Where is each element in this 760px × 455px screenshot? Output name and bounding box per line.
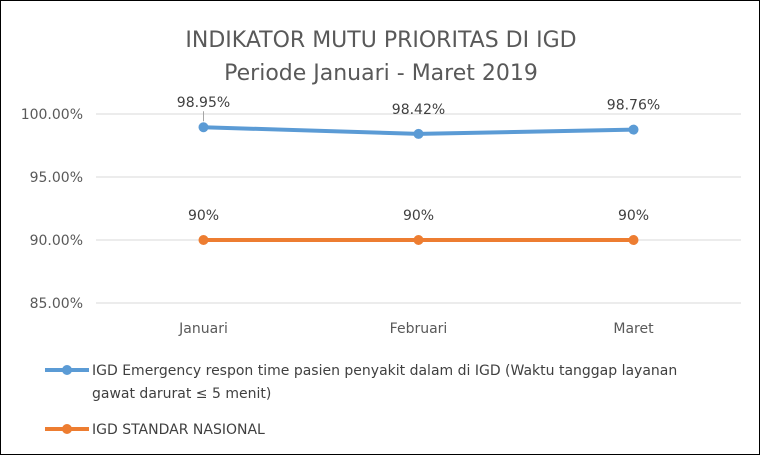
data-point (413, 235, 424, 245)
y-tick-label: 85.00% (30, 296, 83, 312)
data-label: 98.76% (607, 98, 660, 114)
legend-swatch-marker (62, 424, 72, 434)
legend-label: IGD Emergency respon time pasien penyaki… (92, 363, 677, 379)
y-tick-label: 95.00% (30, 170, 83, 186)
legend: IGD Emergency respon time pasien penyaki… (45, 363, 677, 438)
legend-label: gawat darurat ≤ 5 menit) (92, 386, 271, 402)
chart-title-line-1: INDIKATOR MUTU PRIORITAS DI IGD (185, 28, 576, 53)
data-label: 98.95% (177, 95, 230, 111)
data-point (413, 128, 424, 139)
x-axis-ticks: Januari Februari Maret (178, 321, 654, 337)
y-tick-label: 90.00% (30, 233, 83, 249)
data-point (628, 235, 639, 245)
data-point (198, 235, 209, 245)
x-tick-label: Januari (178, 321, 228, 337)
data-label: 90% (403, 208, 434, 224)
x-tick-label: Maret (613, 321, 654, 337)
y-tick-label: 100.00% (21, 107, 83, 123)
x-tick-label: Februari (390, 321, 448, 337)
chart-title-line-2: Periode Januari - Maret 2019 (224, 61, 538, 86)
y-axis-ticks: 85.00% 90.00% 95.00% 100.00% (21, 107, 83, 312)
data-label: 98.42% (392, 102, 445, 118)
data-point (628, 124, 639, 135)
legend-label: IGD STANDAR NASIONAL (92, 422, 265, 438)
legend-swatch-marker (62, 365, 72, 375)
data-labels: 98.95% 98.42% 98.76% 90% 90% 90% (177, 95, 660, 224)
data-label: 90% (618, 208, 649, 224)
data-label: 90% (188, 208, 219, 224)
data-point (198, 122, 209, 133)
series-lines (198, 122, 639, 245)
